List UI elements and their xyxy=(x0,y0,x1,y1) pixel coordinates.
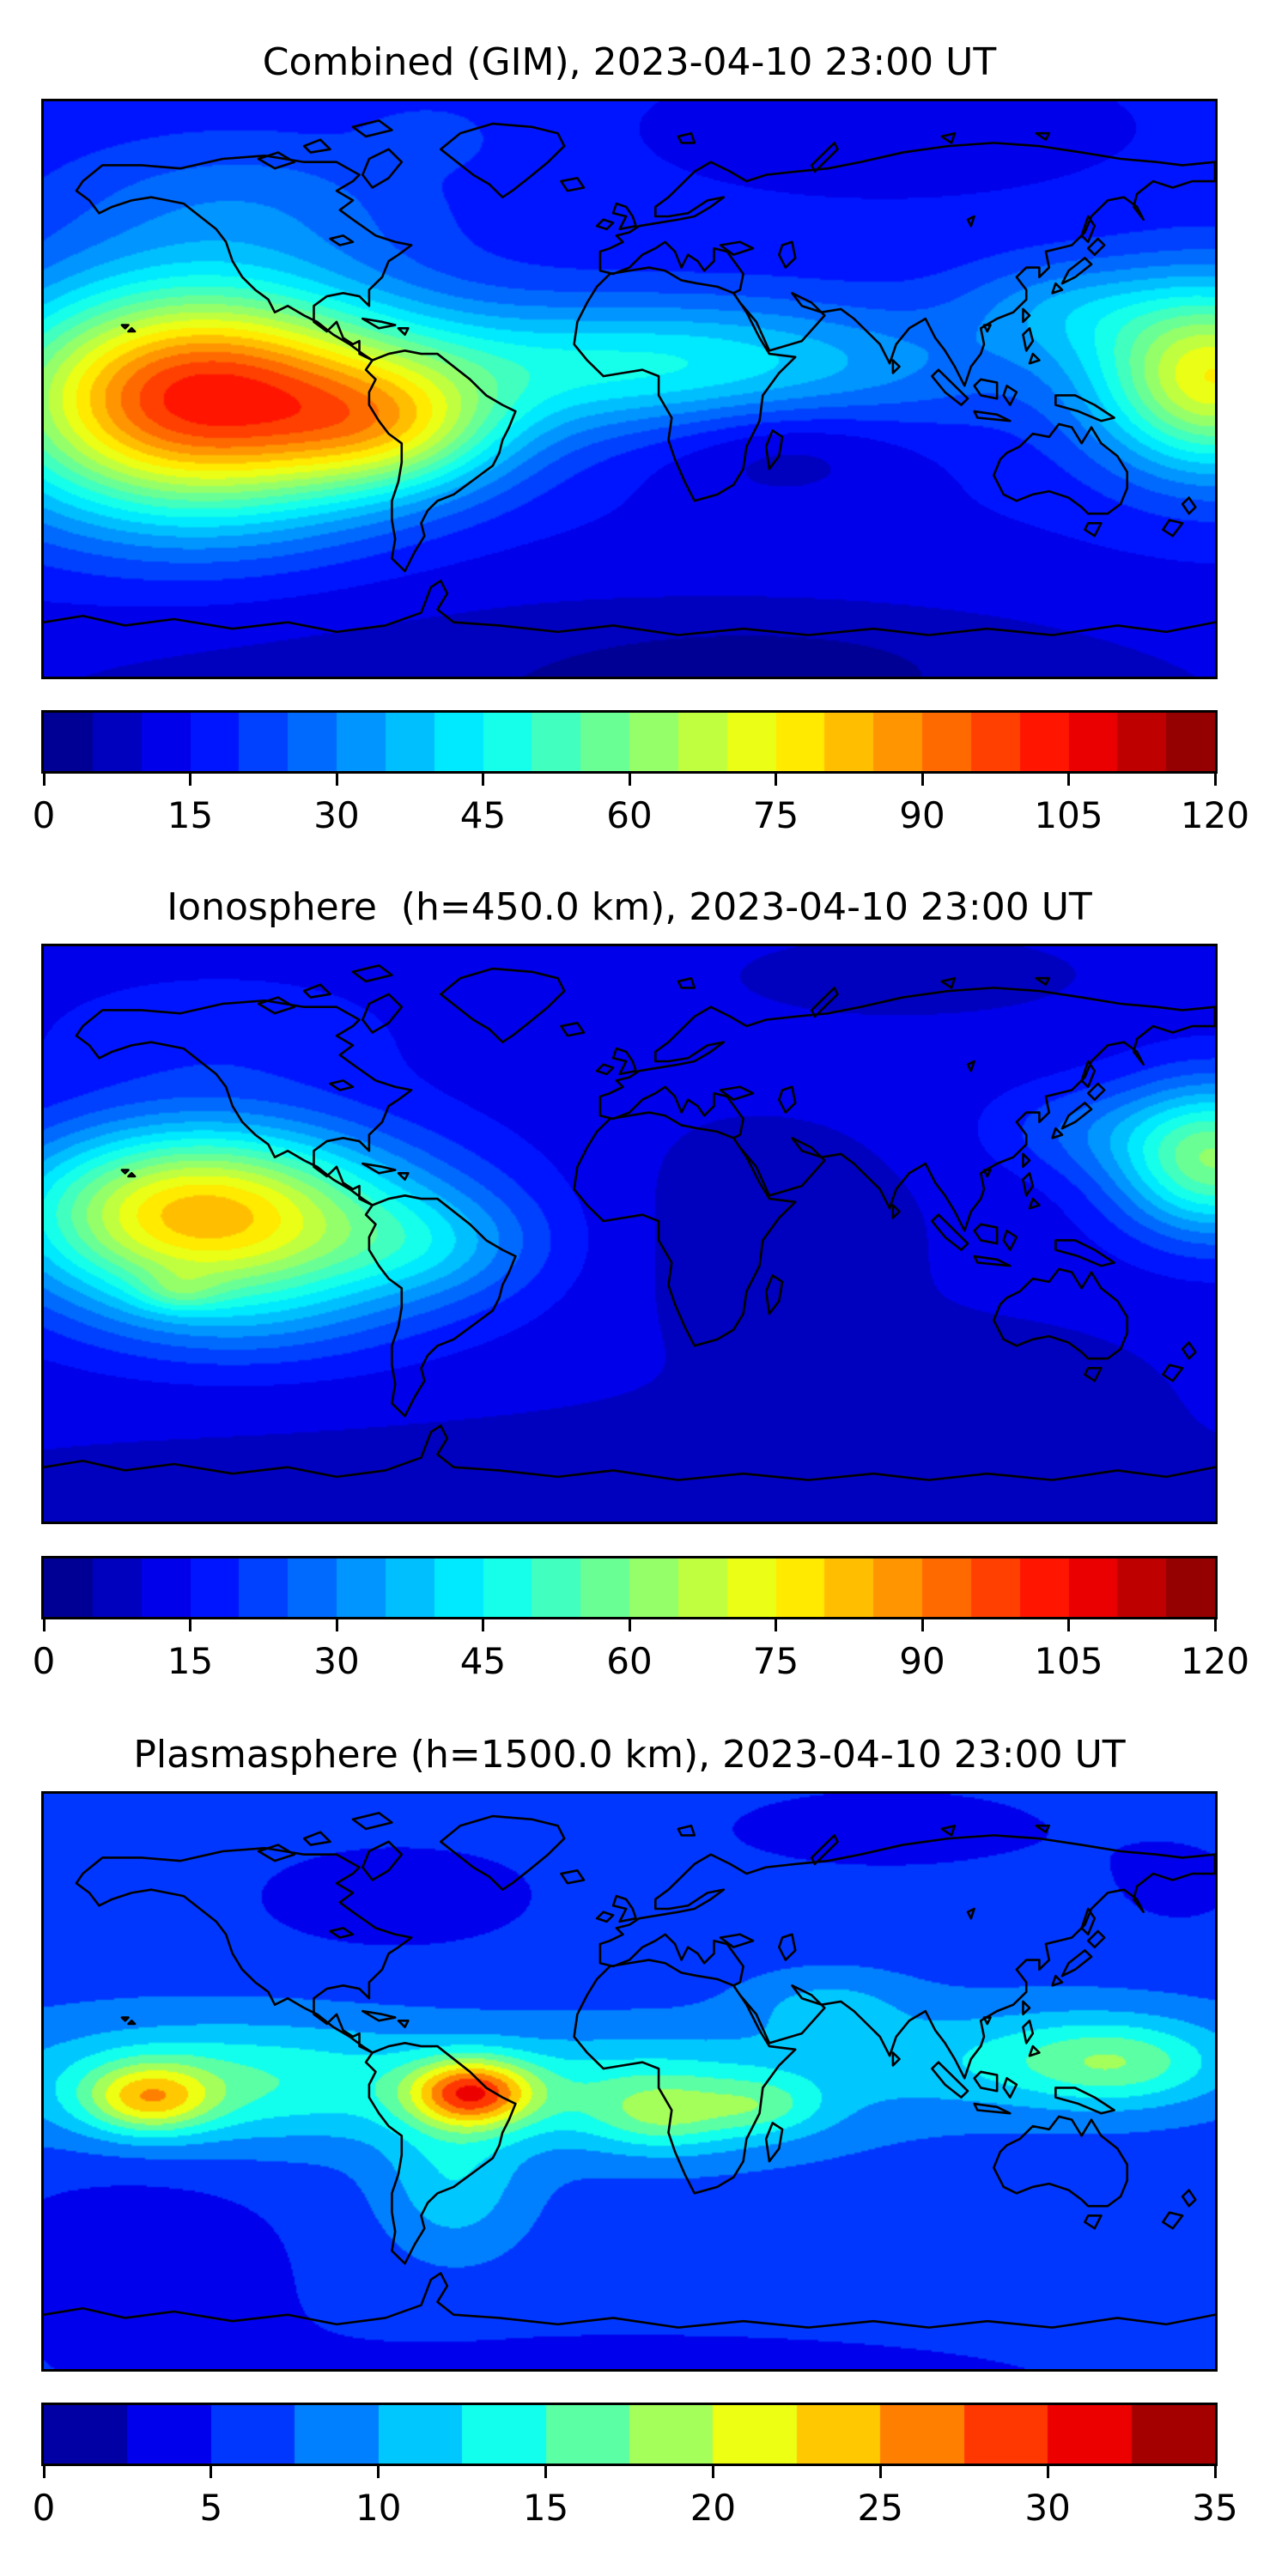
panel-1-colorbar xyxy=(41,710,1218,774)
panel-3-map xyxy=(41,1791,1218,2372)
panel-2-colorbar xyxy=(41,1556,1218,1619)
colorbar-tick xyxy=(1046,2466,1049,2478)
panel-1-title: Combined (GIM), 2023-04-10 23:00 UT xyxy=(262,40,997,84)
tec-field-canvas xyxy=(44,1794,1215,2369)
colorbar-tick-label: 10 xyxy=(355,2487,402,2529)
coastlines-overlay xyxy=(44,946,1215,1522)
colorbar-tick xyxy=(42,774,46,786)
colorbar-tick-label: 0 xyxy=(32,794,56,836)
colorbar-tick-label: 15 xyxy=(167,1640,214,1682)
colorbar-tick-label: 105 xyxy=(1034,1640,1103,1682)
colorbar-gradient xyxy=(44,1558,1215,1617)
colorbar-tick xyxy=(628,774,631,786)
colorbar-tick xyxy=(1213,2466,1217,2478)
colorbar-tick xyxy=(42,2466,46,2478)
colorbar-gradient xyxy=(44,2405,1215,2464)
panel-1-map xyxy=(41,99,1218,679)
colorbar-tick xyxy=(544,2466,548,2478)
colorbar-tick xyxy=(920,774,924,786)
colorbar-tick-label: 15 xyxy=(167,794,214,836)
colorbar-tick xyxy=(920,1619,924,1631)
colorbar-tick xyxy=(335,774,338,786)
colorbar-tick-label: 5 xyxy=(199,2487,223,2529)
panel-3-colorbar xyxy=(41,2403,1218,2466)
panel-2-map xyxy=(41,944,1218,1524)
colorbar-tick xyxy=(1067,1619,1070,1631)
colorbar-tick-label: 90 xyxy=(899,1640,945,1682)
coastlines-overlay xyxy=(44,1794,1215,2369)
colorbar-tick xyxy=(210,2466,213,2478)
colorbar-tick-label: 90 xyxy=(899,794,945,836)
colorbar-tick xyxy=(482,774,484,786)
colorbar-tick-label: 120 xyxy=(1180,1640,1250,1682)
colorbar-tick-label: 120 xyxy=(1180,794,1250,836)
colorbar-tick-label: 45 xyxy=(459,794,507,836)
colorbar-tick xyxy=(775,774,777,786)
panel-2-title: Ionosphere (h=450.0 km), 2023-04-10 23:0… xyxy=(167,885,1092,929)
colorbar-tick-label: 75 xyxy=(752,794,799,836)
colorbar-tick xyxy=(1213,774,1217,786)
colorbar-tick-label: 0 xyxy=(32,1640,56,1682)
colorbar-tick-label: 30 xyxy=(313,1640,360,1682)
colorbar-tick xyxy=(628,1619,631,1631)
colorbar-tick xyxy=(42,1619,46,1631)
colorbar-tick xyxy=(878,2466,882,2478)
colorbar-tick xyxy=(482,1619,484,1631)
colorbar-tick-label: 20 xyxy=(690,2487,737,2529)
colorbar-tick-label: 25 xyxy=(857,2487,903,2529)
colorbar-tick-label: 75 xyxy=(752,1640,799,1682)
colorbar-tick xyxy=(1213,1619,1217,1631)
colorbar-gradient xyxy=(44,713,1215,771)
tec-field-canvas xyxy=(44,101,1215,677)
colorbar-tick xyxy=(189,1619,191,1631)
colorbar-tick-label: 15 xyxy=(522,2487,569,2529)
tec-field-canvas xyxy=(44,946,1215,1522)
colorbar-tick xyxy=(189,774,191,786)
colorbar-tick xyxy=(377,2466,380,2478)
colorbar-tick-label: 60 xyxy=(606,794,653,836)
colorbar-tick-label: 35 xyxy=(1192,2487,1238,2529)
colorbar-tick xyxy=(1067,774,1070,786)
colorbar-tick-label: 30 xyxy=(1024,2487,1071,2529)
colorbar-tick-label: 60 xyxy=(606,1640,653,1682)
colorbar-tick-label: 30 xyxy=(313,794,360,836)
colorbar-tick xyxy=(775,1619,777,1631)
colorbar-tick xyxy=(335,1619,338,1631)
coastlines-overlay xyxy=(44,101,1215,677)
panel-3-title: Plasmasphere (h=1500.0 km), 2023-04-10 2… xyxy=(133,1733,1126,1777)
colorbar-tick-label: 105 xyxy=(1034,794,1103,836)
colorbar-tick-label: 45 xyxy=(459,1640,507,1682)
colorbar-tick-label: 0 xyxy=(32,2487,56,2529)
colorbar-tick xyxy=(711,2466,714,2478)
